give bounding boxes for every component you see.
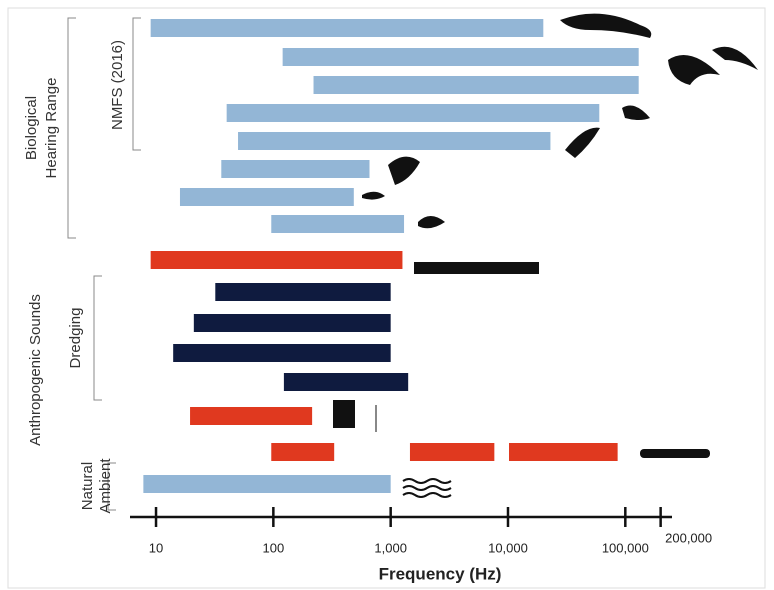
- x-tick-label: 10: [149, 540, 163, 555]
- range-bar: [215, 283, 390, 301]
- group-label: Dredging: [67, 308, 84, 369]
- x-tick-label: 100,000: [602, 540, 649, 555]
- range-bar: [271, 443, 334, 461]
- x-tick-label: 100: [262, 540, 284, 555]
- range-bar: [151, 251, 403, 269]
- range-bar: [314, 76, 639, 94]
- x-axis-title: Frequency (Hz): [379, 564, 502, 583]
- group-label: Anthropogenic Sounds: [27, 294, 44, 446]
- range-bar: [284, 373, 408, 391]
- range-bar: [194, 314, 391, 332]
- range-bar: [271, 215, 404, 233]
- chart: Frequency (Hz) 10 100 1,000 10,000 100,000 20…: [0, 0, 774, 590]
- bracket: [94, 276, 102, 400]
- bracket: [133, 18, 141, 150]
- range-bar: [151, 19, 544, 37]
- bracket: [68, 18, 76, 238]
- range-bar: [238, 132, 550, 150]
- range-bar: [509, 443, 618, 461]
- range-bar: [190, 407, 312, 425]
- range-bar: [227, 104, 600, 122]
- range-bar: [180, 188, 354, 206]
- group-label: Ambient: [97, 458, 114, 514]
- range-bar: [143, 475, 390, 493]
- x-tick-label: 200,000: [665, 530, 712, 545]
- range-bar: [283, 48, 639, 66]
- group-label: Hearing Range: [43, 78, 60, 179]
- group-label: Natural: [79, 462, 96, 510]
- x-tick-label: 1,000: [374, 540, 407, 555]
- range-bar: [221, 160, 369, 178]
- group-label: NMFS (2016): [109, 40, 126, 130]
- x-tick-label: 10,000: [488, 540, 528, 555]
- group-label: Biological: [23, 96, 40, 160]
- range-bar: [173, 344, 390, 362]
- range-bar: [410, 443, 494, 461]
